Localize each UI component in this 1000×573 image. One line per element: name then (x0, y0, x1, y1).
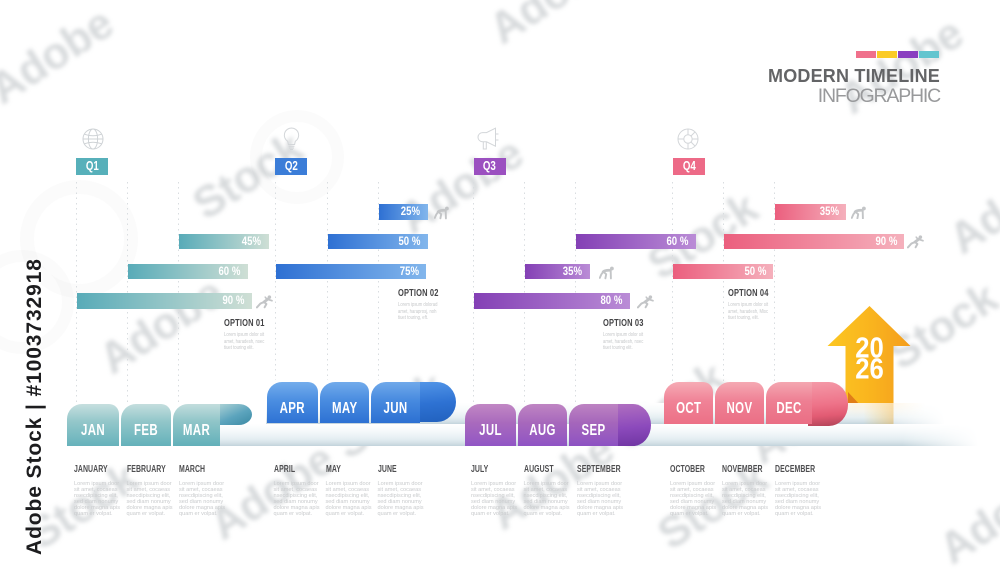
svg-text:20: 20 (855, 333, 884, 365)
svg-text:26: 26 (855, 354, 884, 386)
